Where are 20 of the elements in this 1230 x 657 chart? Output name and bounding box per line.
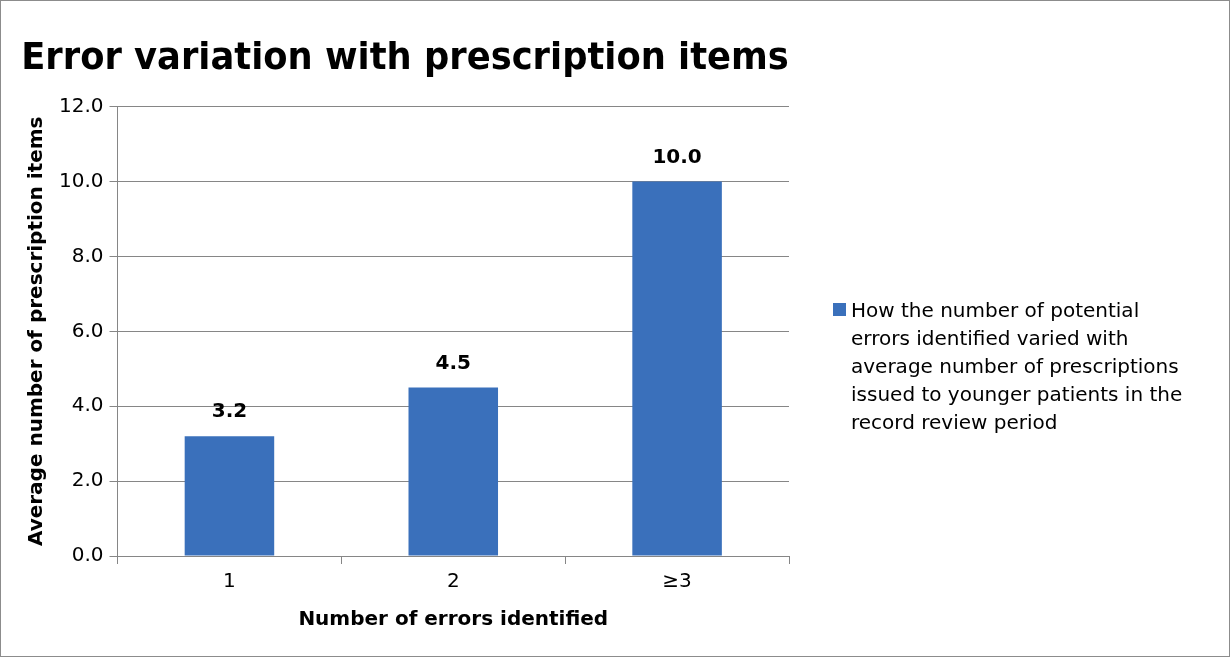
y-tick-label: 12.0 <box>59 92 104 117</box>
y-tick-label: 8.0 <box>71 242 104 267</box>
y-tick-label: 2.0 <box>71 467 104 492</box>
x-tick-label: 1 <box>223 568 236 593</box>
bar <box>632 181 722 556</box>
chart-title: Error variation with prescription items <box>21 33 789 78</box>
y-tick-label: 4.0 <box>71 392 104 417</box>
y-axis-title: Average number of prescription items <box>23 116 48 547</box>
data-label: 10.0 <box>652 143 702 168</box>
bar <box>184 436 275 556</box>
x-tick-label: 2 <box>446 568 460 593</box>
data-label: 3.2 <box>211 398 248 423</box>
bar <box>408 387 499 556</box>
y-tick-label: 10.0 <box>59 167 104 192</box>
x-tick-label: ≥3 <box>662 568 692 593</box>
x-axis-title: Number of errors identified <box>298 606 609 631</box>
y-tick-label: 0.0 <box>71 542 104 567</box>
y-tick-label: 6.0 <box>71 317 104 342</box>
legend-label: How the number of potential errors identified varied with average number of prescriptions issued to younger patients in the record review period <box>851 297 1184 436</box>
data-label: 4.5 <box>435 349 471 374</box>
